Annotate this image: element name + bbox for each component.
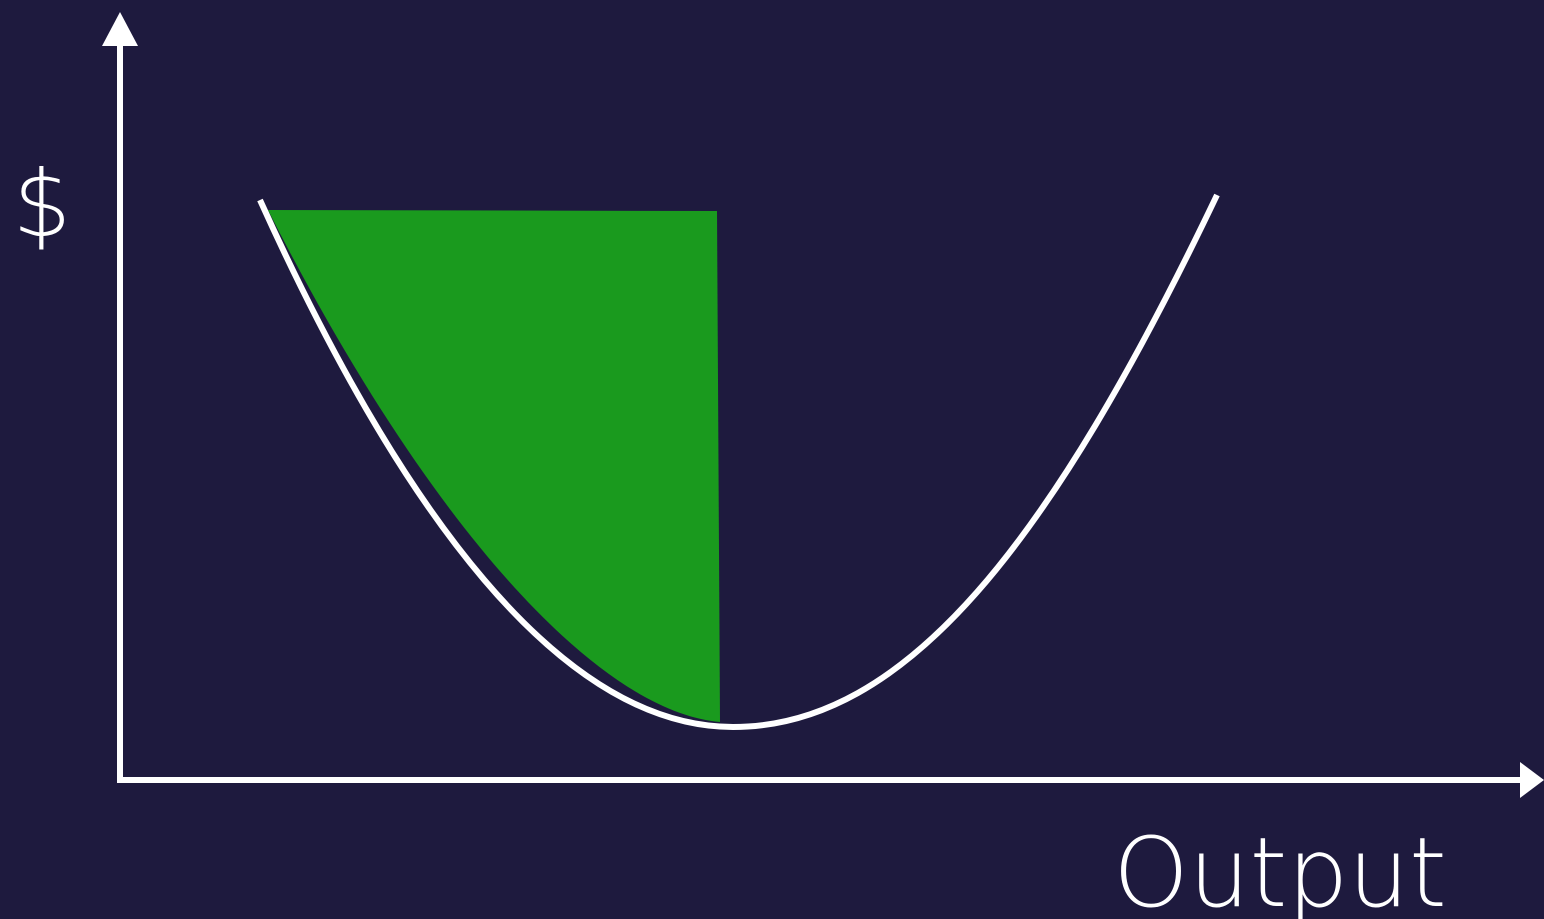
cost-curve [257, 193, 1220, 731]
x-axis-arrow [1520, 762, 1544, 798]
shaded-area [268, 210, 720, 722]
y-axis-arrow [102, 12, 138, 46]
x-axis-label: Output [1113, 817, 1446, 919]
y-axis-label: $ [13, 151, 72, 258]
